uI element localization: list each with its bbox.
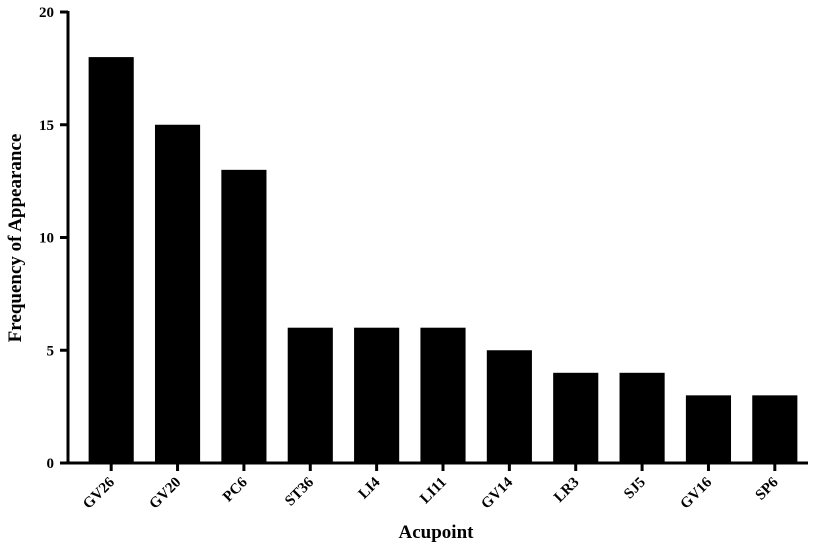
x-tick-label: SP6	[753, 474, 782, 503]
x-axis-label: Acupoint	[399, 522, 475, 543]
bar	[486, 350, 532, 463]
bar	[619, 372, 665, 463]
bar	[685, 395, 732, 463]
bar	[553, 372, 599, 463]
x-tick-label: ST36	[282, 474, 317, 509]
x-tick-label: GV20	[147, 475, 185, 513]
x-tick-label: PC6	[220, 474, 251, 505]
x-tick-label: GV26	[80, 474, 118, 512]
bar	[752, 395, 798, 463]
x-tick-label: LR3	[551, 475, 582, 506]
x-tick-label: GV14	[478, 474, 516, 512]
y-tick-label: 20	[39, 5, 54, 21]
x-tick-label: LI4	[356, 474, 384, 502]
x-tick-label: LI11	[417, 475, 450, 508]
x-tick-label: SJ5	[621, 475, 649, 503]
bar	[88, 57, 134, 463]
y-tick-label: 5	[47, 343, 55, 359]
x-tick-label: GV16	[677, 474, 715, 512]
y-tick-label: 10	[39, 231, 54, 247]
y-tick-label: 15	[39, 118, 54, 134]
bar	[221, 169, 267, 463]
bar	[420, 327, 466, 463]
y-axis-label: Frequency of Appearance	[5, 134, 26, 343]
y-tick-label: 0	[47, 456, 55, 472]
bar	[354, 327, 400, 463]
bar	[287, 327, 333, 463]
bar	[154, 124, 201, 463]
